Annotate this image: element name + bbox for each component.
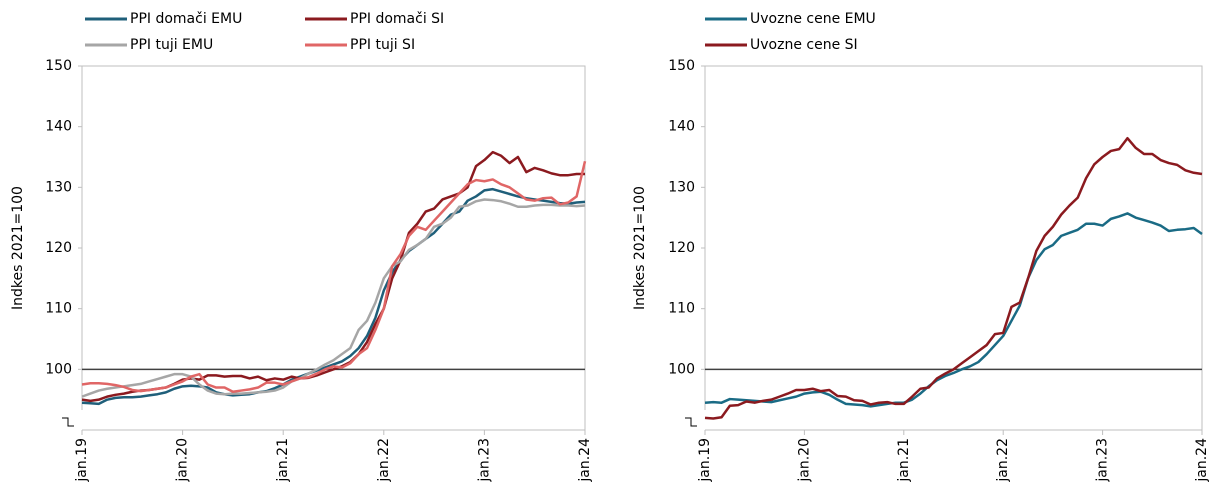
x-tick-label: jan.19 [74, 438, 90, 483]
y-tick-label: 100 [668, 361, 695, 377]
y-tick-label: 140 [45, 119, 72, 135]
x-tick-label: jan.23 [476, 438, 492, 483]
data-line [704, 212, 1203, 408]
y-tick-label: 130 [45, 179, 72, 195]
legend-label: PPI domači EMU [130, 11, 242, 27]
x-tick-label: jan.24 [577, 438, 593, 483]
x-tick-label: jan.20 [175, 438, 191, 483]
y-tick-label: 100 [45, 361, 72, 377]
y-axis-label: Indkes 2021=100 [632, 186, 648, 310]
x-tick-label: jan.22 [995, 438, 1011, 483]
y-tick-label: 150 [45, 58, 72, 74]
y-tick-label: 110 [45, 301, 72, 317]
legend-label: PPI tuji SI [350, 37, 415, 53]
y-axis-label: Indkes 2021=100 [10, 186, 26, 310]
data-line [704, 136, 1203, 420]
plot-frame [705, 65, 1203, 430]
x-tick-label: jan.24 [1194, 438, 1210, 483]
y-tick-label: 110 [668, 301, 695, 317]
legend-label: Uvozne cene SI [750, 37, 858, 53]
legend-label: PPI tuji EMU [130, 37, 213, 53]
x-tick-label: jan.22 [376, 438, 392, 483]
x-tick-label: jan.19 [697, 438, 713, 483]
y-tick-label: 150 [668, 58, 695, 74]
data-line [81, 198, 586, 398]
y-tick-label: 140 [668, 119, 695, 135]
axis-break [685, 417, 697, 427]
y-tick-label: 120 [668, 240, 695, 256]
x-tick-label: jan.21 [896, 438, 912, 483]
x-tick-label: jan.20 [796, 438, 812, 483]
data-line [81, 187, 586, 406]
plot-frame [82, 65, 586, 430]
x-tick-label: jan.21 [275, 438, 291, 483]
y-tick-label: 130 [668, 179, 695, 195]
axis-break [62, 417, 74, 427]
legend-label: Uvozne cene EMU [750, 11, 876, 27]
data-line [81, 160, 587, 394]
x-tick-label: jan.23 [1095, 438, 1111, 483]
y-tick-label: 120 [45, 240, 72, 256]
legend-label: PPI domači SI [350, 11, 444, 27]
